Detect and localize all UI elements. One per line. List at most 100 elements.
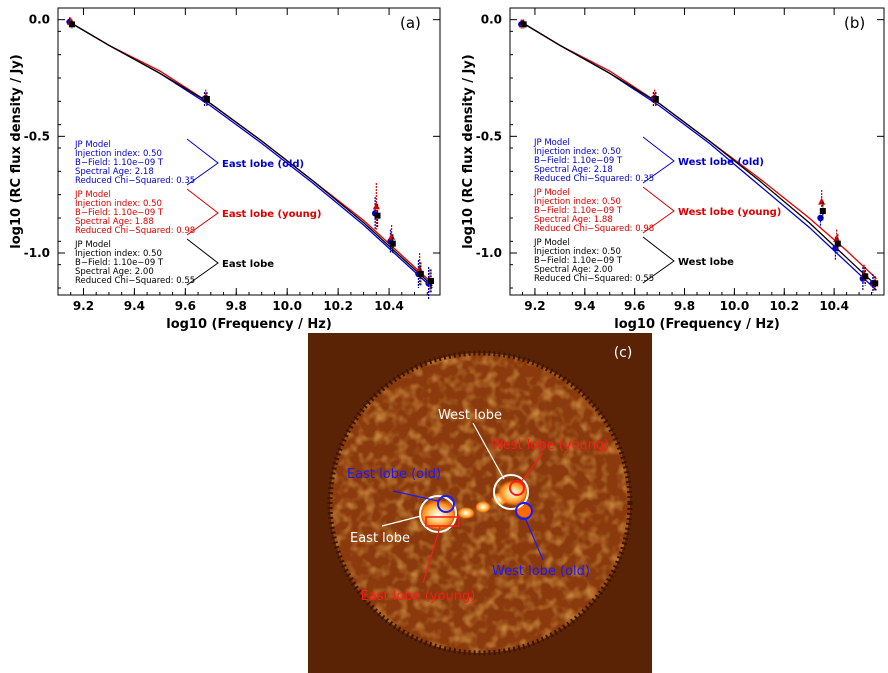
chart0-model-param: Injection index: 0.50 — [75, 199, 162, 209]
chart0-x-tick-label: 9.4 — [124, 299, 145, 313]
chart0-model-bracket — [186, 138, 219, 186]
chart1-series-label: West lobe — [678, 257, 734, 268]
chart0-x-axis-label: log10 (Frequency / Hz) — [166, 317, 332, 332]
chart1-series-label: West lobe (young) — [678, 207, 781, 218]
chart1-data-point — [819, 208, 826, 214]
chart0-model-name: JP Model — [74, 140, 111, 150]
chart1-model-bracket — [642, 186, 675, 234]
chart1-model-param: Spectral Age: 2.18 — [534, 165, 613, 175]
chart0-series-label: East lobe (old) — [222, 159, 304, 170]
chart0-y-tick-label: -0.5 — [24, 129, 50, 143]
west-lobe-old-region — [515, 502, 533, 520]
chart0-model-param: Injection index: 0.50 — [75, 149, 162, 159]
chart1-data-point — [817, 214, 824, 222]
chart0-y-axis-label: log10 (RC flux density / Jy) — [9, 54, 24, 248]
chart1-y-axis-label: log10 (RC flux density / Jy) — [461, 54, 476, 248]
chart0-model-param: B−Field: 1.10e−09 T — [75, 258, 164, 268]
chart1-x-tick-label: 9.2 — [524, 299, 545, 313]
chart1-model-name: JP Model — [533, 238, 570, 248]
chart1-series-label: West lobe (old) — [678, 157, 764, 168]
chart1-model-param: Reduced Chi−Squared: 0.98 — [534, 224, 654, 234]
label-west-lobe: West lobe — [438, 408, 502, 423]
west-lobe-young-region — [509, 480, 525, 496]
chart0-model-bracket — [186, 238, 219, 286]
chart0-model-param: B−Field: 1.10e−09 T — [75, 208, 164, 218]
chart0-model-param: Reduced Chi−Squared: 0.55 — [75, 276, 195, 286]
chart0-model-name: JP Model — [74, 240, 111, 250]
chart0-y-tick-label: 0.0 — [29, 13, 50, 27]
chart0-model-param: Spectral Age: 2.18 — [75, 167, 154, 177]
chart0-x-tick-label: 10.2 — [323, 299, 353, 313]
chart1-x-tick-label: 10.0 — [720, 299, 750, 313]
chart1-data-point — [834, 240, 841, 247]
chart1-y-tick-label: -1.0 — [476, 246, 502, 260]
chart1-x-tick-label: 10.4 — [819, 299, 849, 313]
chart1-x-tick-label: 9.4 — [574, 299, 595, 313]
chart1-model-bracket — [642, 136, 675, 184]
west-lobe-young-arrow — [519, 452, 544, 484]
chart1-data-point — [862, 273, 869, 280]
chart1-model-param: Injection index: 0.50 — [534, 197, 621, 207]
east-lobe-arrow — [381, 515, 422, 527]
chart0-model-curve — [72, 23, 433, 287]
west-lobe-region — [493, 474, 529, 510]
chart0-y-tick-label: -1.0 — [24, 246, 50, 260]
chart0-panel-label: (a) — [400, 14, 421, 32]
chart1-x-axis-label: log10 (Frequency / Hz) — [614, 317, 780, 332]
chart1-data-point — [652, 96, 659, 102]
east-lobe-young-arrow — [422, 526, 441, 584]
label-east-lobe-old: East lobe (old) — [347, 467, 441, 482]
chart1-model-param: B−Field: 1.10e−09 T — [534, 256, 623, 266]
chart1-model-param: Reduced Chi−Squared: 0.35 — [534, 174, 654, 184]
chart1-data-point — [872, 280, 879, 287]
chart0-x-tick-label: 9.6 — [175, 299, 196, 313]
chart1-model-param: Injection index: 0.50 — [534, 247, 621, 257]
chart0-model-param: B−Field: 1.10e−09 T — [75, 158, 164, 168]
label-west-lobe-old: West lobe (old) — [492, 564, 590, 579]
chart0-x-tick-label: 9.2 — [73, 299, 94, 313]
chart0-model-param: Injection index: 0.50 — [75, 249, 162, 259]
panel-label-c: (c) — [614, 345, 633, 361]
chart0-series-label: East lobe (young) — [222, 209, 321, 220]
field-edge — [327, 350, 633, 656]
chart0-model-param: Reduced Chi−Squared: 0.98 — [75, 226, 195, 236]
chart0-data-point — [374, 212, 381, 219]
west-lobe-old-arrow — [525, 519, 544, 561]
chart0-model-name: JP Model — [74, 190, 111, 200]
label-east-lobe-young: East lobe (young) — [361, 589, 476, 604]
chart1-y-tick-label: 0.0 — [481, 13, 502, 27]
chart1-x-tick-label: 9.8 — [674, 299, 695, 313]
chart0-data-point — [68, 21, 75, 28]
chart1-data-point — [832, 245, 839, 252]
chart0-x-tick-label: 10.0 — [272, 299, 302, 313]
chart1-model-param: Spectral Age: 1.88 — [534, 215, 613, 225]
chart0-model-bracket — [186, 188, 219, 236]
chart0-x-tick-label: 10.4 — [374, 299, 404, 313]
west-lobe-arrow — [472, 422, 505, 480]
chart0-data-point — [428, 278, 435, 284]
label-west-lobe-young: West lobe (young) — [491, 438, 610, 453]
chart1-model-bracket — [642, 236, 675, 284]
chart0-model-param: Spectral Age: 1.88 — [75, 217, 154, 227]
chart1-model-param: Reduced Chi−Squared: 0.55 — [534, 274, 654, 284]
spectrum-chart-b: 9.2 9.4 9.6 9.8 10.0 10.2 10.40.0-0.5-1.0log10… — [448, 0, 888, 333]
chart0-model-param: Reduced Chi−Squared: 0.35 — [75, 176, 195, 186]
chart0-data-point — [389, 240, 396, 247]
chart1-panel-label: (b) — [844, 14, 865, 32]
radio-image-panel: (c) West lobe West lobe (young) East lob… — [308, 333, 652, 673]
chart0-x-tick-label: 9.8 — [226, 299, 247, 313]
label-east-lobe: East lobe — [350, 531, 410, 546]
chart0-data-point — [203, 96, 210, 102]
chart0-model-param: Spectral Age: 2.00 — [75, 267, 154, 277]
east-lobe-old-arrow — [392, 490, 439, 502]
chart1-model-name: JP Model — [533, 138, 570, 148]
chart1-x-tick-label: 10.2 — [769, 299, 799, 313]
spectrum-chart-a: 9.2 9.4 9.6 9.8 10.0 10.2 10.40.0-0.5-1.0log10… — [0, 0, 448, 333]
chart0-data-point — [416, 265, 424, 273]
chart1-model-param: B−Field: 1.10e−09 T — [534, 206, 623, 216]
chart1-model-param: B−Field: 1.10e−09 T — [534, 156, 623, 166]
chart1-data-point — [833, 235, 841, 242]
chart1-model-name: JP Model — [533, 188, 570, 198]
chart1-y-tick-label: -0.5 — [476, 129, 502, 143]
chart0-data-point — [417, 271, 424, 277]
